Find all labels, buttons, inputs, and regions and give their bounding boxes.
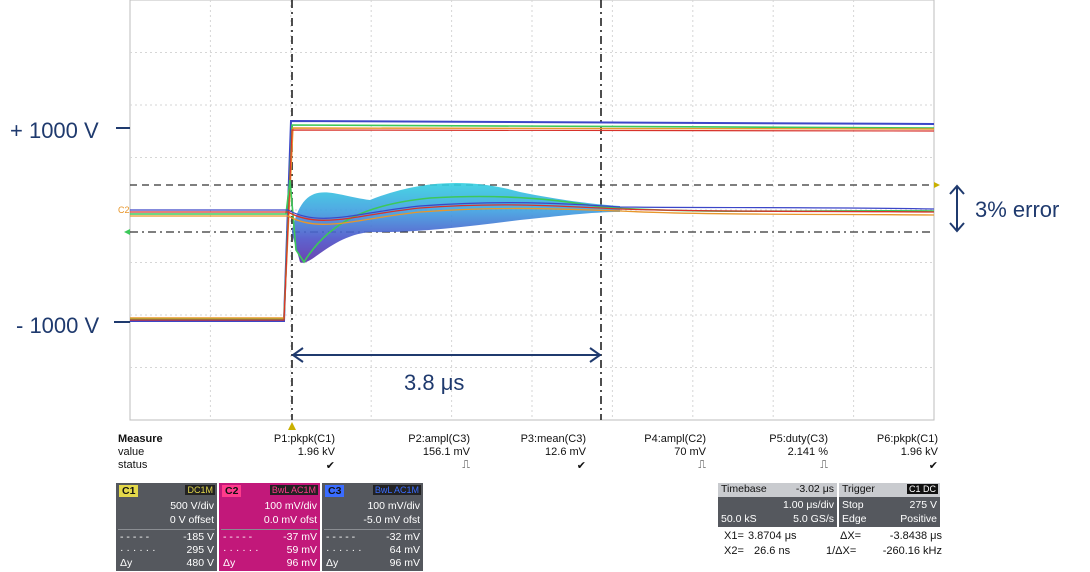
timebase-scale: 1.00 μs/div [783,499,834,511]
x1-label: X1= [724,530,744,542]
delta-x-label: ΔX= [840,530,862,542]
param-name[interactable]: P4:ampl(C2) [644,433,706,445]
cursor-readout: X1= 3.8704 μs ΔX= -3.8438 μs X2= 26.6 ns… [724,530,944,560]
channel-c1-descriptor[interactable]: C1 DC1M 500 V/div 0 V offset - - - - - -1… [116,483,217,571]
settle-time-label: 3.8 μs [404,370,465,395]
measure-table: Measure P1:pkpk(C1) P2:ampl(C3) P3:mean(… [116,433,946,483]
vertical-offset: 0 V offset [169,514,214,526]
param-value: 1.96 kV [900,446,938,458]
settle-time-arrow [291,347,602,363]
channel-c3-descriptor[interactable]: C3 BwL AC1M 100 mV/div -5.0 mV ofst - - … [322,483,423,571]
delta-x-value: -3.8438 μs [889,530,942,542]
param-name[interactable]: P6:pkpk(C1) [876,433,938,445]
delta-y-value: 96 mV [286,557,317,569]
status-row-label: status [118,459,148,471]
param-status: ⎍ [820,459,828,471]
trigger-descriptor[interactable]: Trigger C1 DC Stop 275 V Edge Positive [839,483,940,527]
x2-label: X2= [724,545,744,557]
timebase-descriptor[interactable]: Timebase -3.02 μs 1.00 μs/div 50.0 kS 5.… [718,483,837,527]
coupling-badge: BwL AC1M [269,485,318,495]
delta-y-label: Δy [120,557,133,569]
delta-y-value: 480 V [186,557,214,569]
cursor-2-value: 295 V [186,544,214,556]
x2-value: 26.6 ns [754,545,791,557]
inverse-delta-x-label: 1/ΔX= [826,545,857,557]
coupling-badge: BwL AC1M [372,485,421,495]
c2-ground-marker: C2 [118,205,130,215]
vertical-offset: 0.0 mV ofst [263,514,317,526]
value-row-label: value [118,446,145,458]
param-status: ✔ [325,460,335,472]
param-status: ✔ [928,460,938,472]
coupling-badge: DC1M [185,485,215,495]
trigger-type: Edge [842,513,867,525]
delta-y-label: Δy [223,557,236,569]
c3-trace-blue [130,202,935,219]
vertical-scale: 100 mV/div [264,500,317,512]
vertical-offset: -5.0 mV ofst [363,514,420,526]
right-trigger-arrow [934,182,940,188]
plus-1000v-label: + 1000 V [10,118,99,143]
param-status: ⎍ [698,459,706,471]
cursor-2-value: 64 mV [389,544,420,556]
oscilloscope-waveform-display: C2 + 1000 V - 1000 V 3% error 3.8 μs [10,0,1060,430]
left-trigger-arrow [124,229,130,235]
param-name[interactable]: P2:ampl(C3) [408,433,470,445]
error-bracket [949,184,965,233]
param-status: ⎍ [462,459,470,471]
trigger-label: Trigger [842,483,875,495]
x1-value: 3.8704 μs [748,530,797,542]
param-name[interactable]: P3:mean(C3) [520,433,586,445]
delta-y-label: Δy [326,557,339,569]
cursor-2-value: 59 mV [286,544,317,556]
timebase-samples: 50.0 kS [721,513,757,525]
param-name[interactable]: P1:pkpk(C1) [273,433,335,445]
channel-c2-descriptor[interactable]: C2 BwL AC1M 100 mV/div 0.0 mV ofst - - -… [219,483,320,571]
inverse-delta-x-value: -260.16 kHz [882,545,942,557]
cursor-1-value: -185 V [183,531,214,543]
trigger-mode: Stop [842,499,864,511]
c1-step-trace-red [130,129,935,321]
trigger-position-marker [288,422,296,430]
timebase-rate: 5.0 GS/s [793,513,834,525]
param-value: 1.96 kV [297,446,335,458]
param-value: 156.1 mV [422,446,470,458]
channel-tag: C1 [119,485,139,497]
param-value: 70 mV [674,446,706,458]
c3-trace-orange [130,207,935,225]
timebase-label: Timebase [721,483,767,495]
vertical-scale: 500 V/div [170,500,214,512]
measure-header: Measure [118,433,163,445]
channel-tag: C3 [325,485,345,497]
trigger-source-badge: C1 DC [906,484,938,494]
channel-tag: C2 [222,485,242,497]
c3-trace-red [130,204,935,221]
vertical-scale: 100 mV/div [367,500,420,512]
param-value: 12.6 mV [545,446,586,458]
timebase-delay: -3.02 μs [795,483,834,495]
trigger-level: 275 V [909,499,937,511]
cursor-1-value: -32 mV [386,531,420,543]
delta-y-value: 96 mV [389,557,420,569]
cursor-1-value: -37 mV [283,531,317,543]
param-status: ✔ [576,460,586,472]
minus-1000v-label: - 1000 V [16,313,100,338]
trigger-slope: Positive [900,513,937,525]
error-band-label: 3% error [975,197,1060,222]
waveform-plot: C2 [114,0,965,430]
param-value: 2.141 % [787,446,828,458]
param-name[interactable]: P5:duty(C3) [769,433,828,445]
